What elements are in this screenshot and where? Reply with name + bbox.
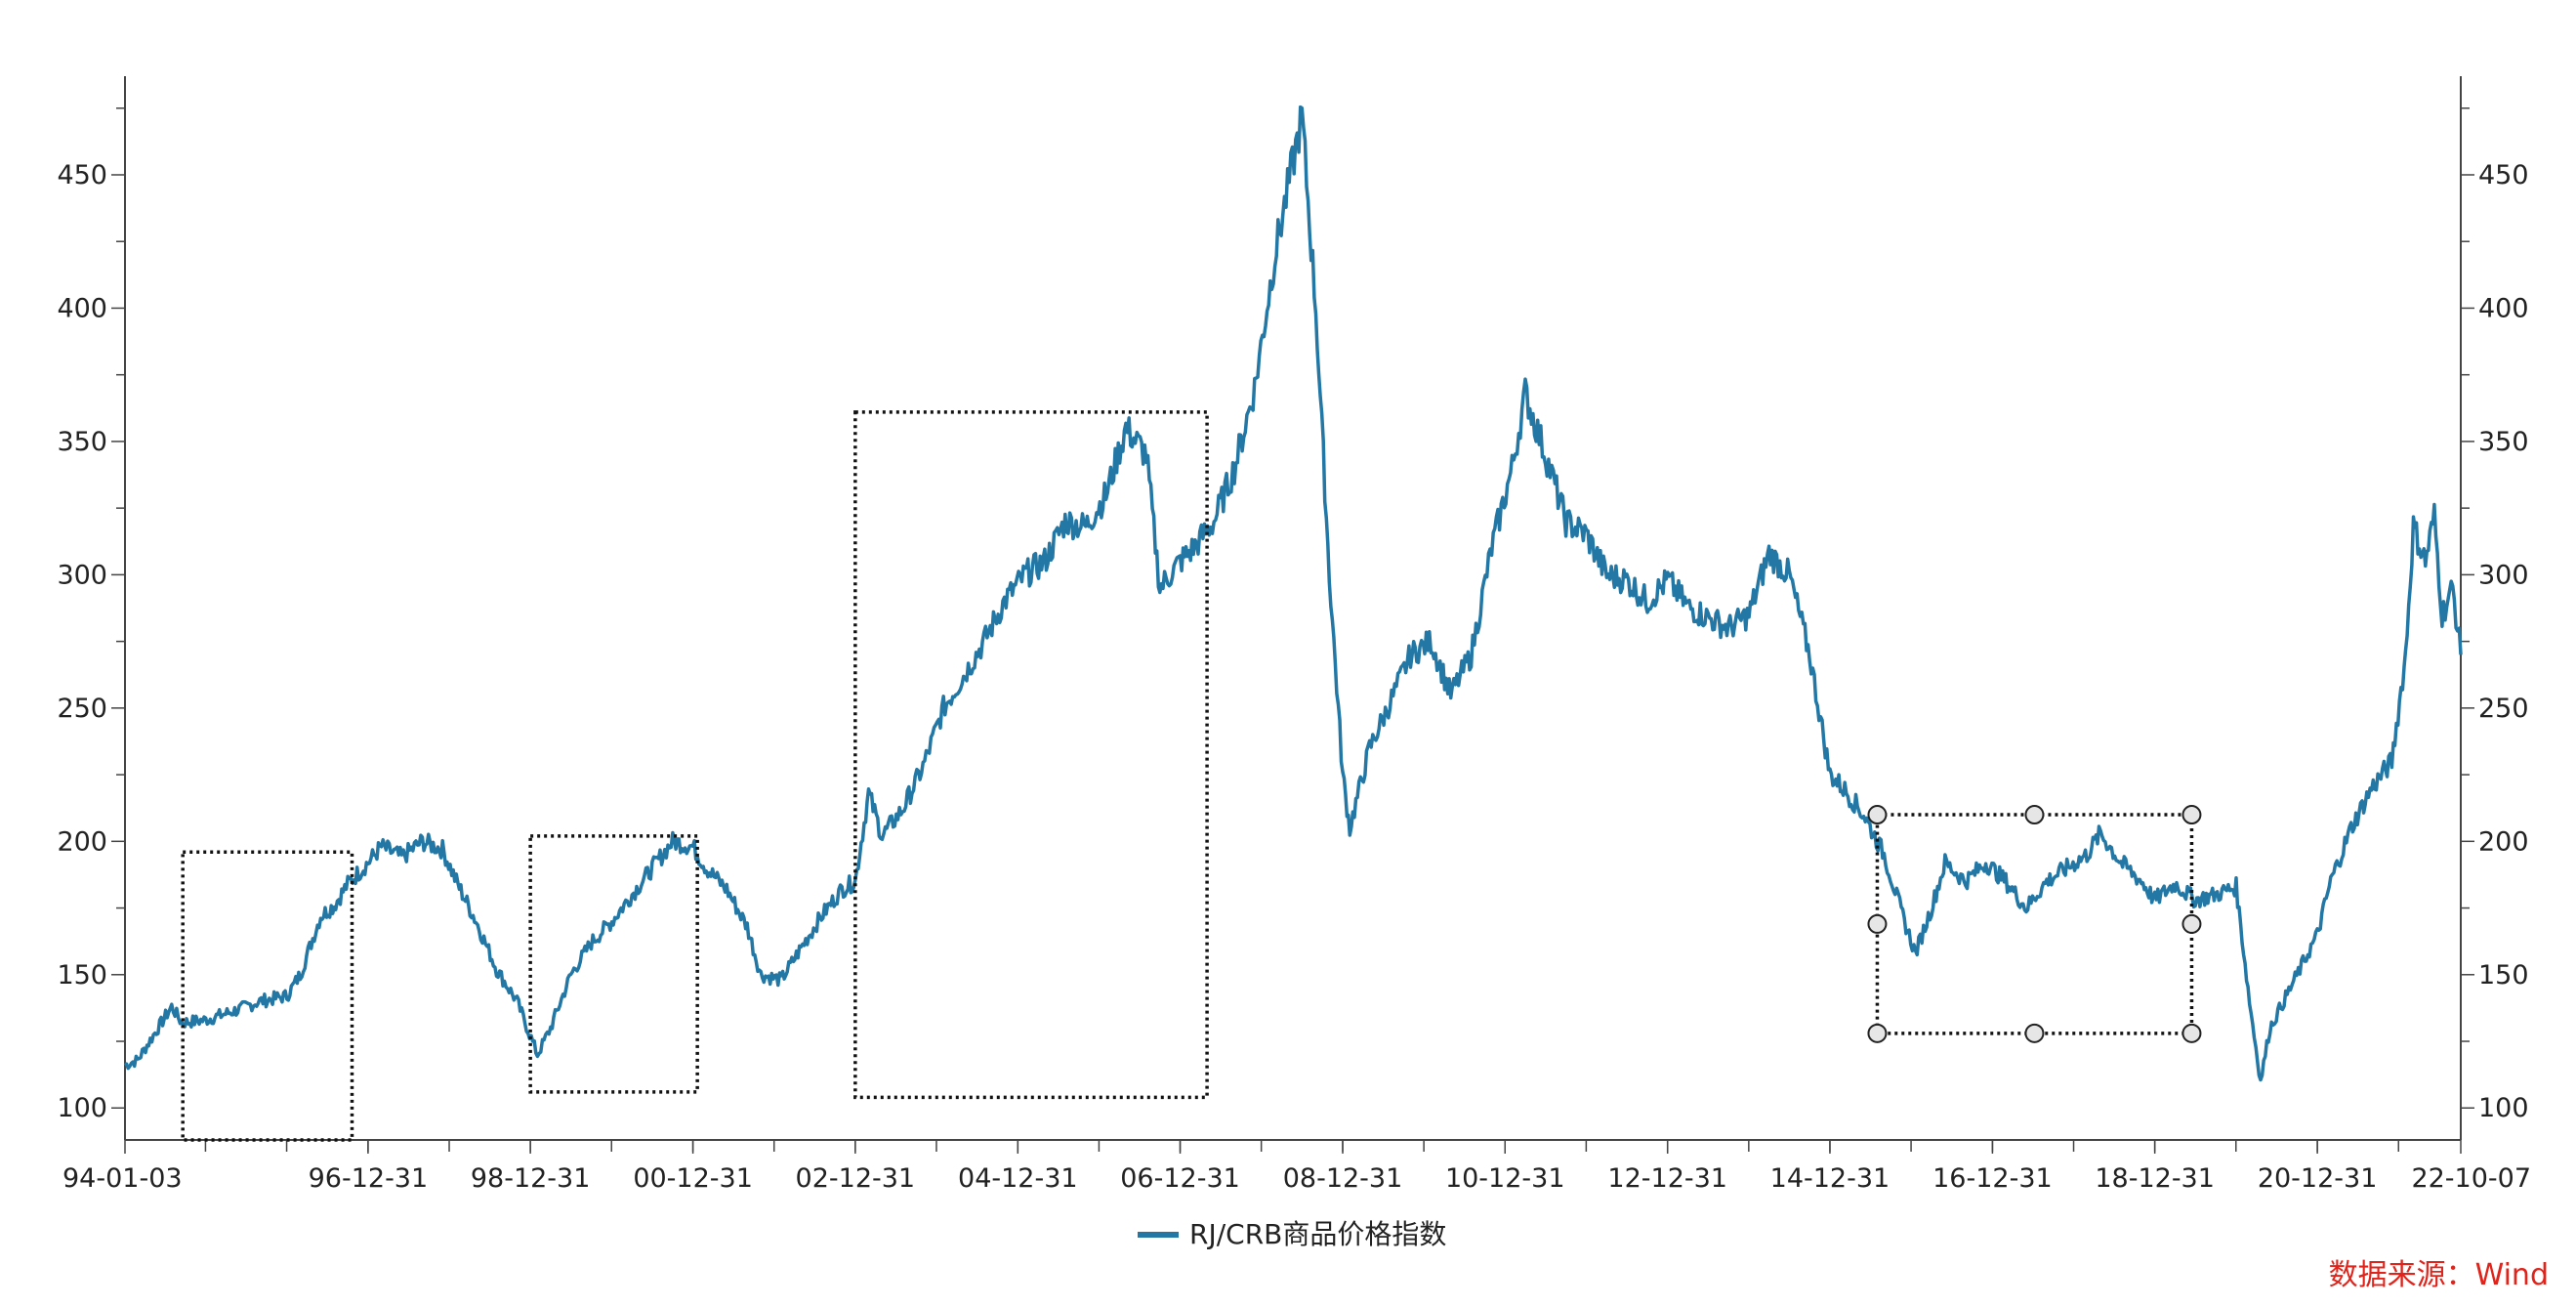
- annotation-box: [181, 850, 354, 1142]
- x-tick-label: 04-12-31: [958, 1163, 1078, 1194]
- resize-handle: [1867, 805, 1888, 825]
- x-tick-label: 22-10-07: [2411, 1163, 2531, 1194]
- y-tick-label-left: 150: [57, 960, 107, 991]
- x-tick-label: 10-12-31: [1445, 1163, 1565, 1194]
- x-tick-label: 14-12-31: [1770, 1163, 1890, 1194]
- x-tick-label: 98-12-31: [471, 1163, 591, 1194]
- annotation-box: [528, 834, 699, 1094]
- y-axis-left: 100 150 200 250 300 350 400 450: [57, 76, 126, 1140]
- x-tick-label: 96-12-31: [309, 1163, 429, 1194]
- y-tick-label-right: 350: [2478, 427, 2529, 457]
- x-tick-label: 08-12-31: [1283, 1163, 1403, 1194]
- series-layer: [123, 105, 2463, 1082]
- x-tick-label: 20-12-31: [2258, 1163, 2378, 1194]
- resize-handle: [2181, 805, 2202, 825]
- legend-label: RJ/CRB商品价格指数: [1189, 1218, 1446, 1250]
- x-tick-label: 06-12-31: [1120, 1163, 1240, 1194]
- y-tick-label-left: 300: [57, 560, 107, 590]
- y-tick-label-right: 200: [2478, 826, 2529, 857]
- y-tick-label-right: 300: [2478, 560, 2529, 590]
- resize-handle: [2024, 1023, 2045, 1043]
- y-tick-label-right: 250: [2478, 694, 2529, 724]
- y-tick-label-left: 200: [57, 826, 107, 857]
- y-tick-label-left: 400: [57, 293, 107, 323]
- x-tick-label: 18-12-31: [2095, 1163, 2215, 1194]
- annotation-layer: [181, 410, 2202, 1142]
- y-tick-label-right: 450: [2478, 160, 2529, 190]
- resize-handle: [1867, 1023, 1888, 1043]
- y-axis-right: 100 150 200 250 300 350 400 450: [2460, 76, 2529, 1140]
- y-tick-label-left: 350: [57, 427, 107, 457]
- x-axis: 94-01-03 96-12-31 98-12-31 00-12-31 02-12-31…: [62, 1139, 2531, 1194]
- y-tick-label-right: 100: [2478, 1093, 2529, 1123]
- y-tick-label-right: 150: [2478, 960, 2529, 991]
- resize-handle: [2181, 1023, 2202, 1043]
- legend: RJ/CRB商品价格指数: [1138, 1218, 1446, 1250]
- data-source-label: 数据来源：Wind: [2329, 1258, 2549, 1292]
- resize-handle: [2024, 805, 2045, 825]
- x-tick-label: 16-12-31: [1932, 1163, 2053, 1194]
- y-tick-label-left: 450: [57, 160, 107, 190]
- y-tick-label-right: 400: [2478, 293, 2529, 323]
- y-tick-label-left: 250: [57, 694, 107, 724]
- resize-handle: [2181, 913, 2202, 934]
- y-tick-label-left: 100: [57, 1093, 107, 1123]
- x-tick-label: 12-12-31: [1607, 1163, 1727, 1194]
- x-tick-label: 02-12-31: [796, 1163, 916, 1194]
- x-tick-label: 94-01-03: [62, 1163, 183, 1194]
- annotation-box: [853, 410, 1209, 1100]
- resize-handle: [1867, 913, 1888, 934]
- x-tick-label: 00-12-31: [633, 1163, 753, 1194]
- series-line: [123, 105, 2463, 1082]
